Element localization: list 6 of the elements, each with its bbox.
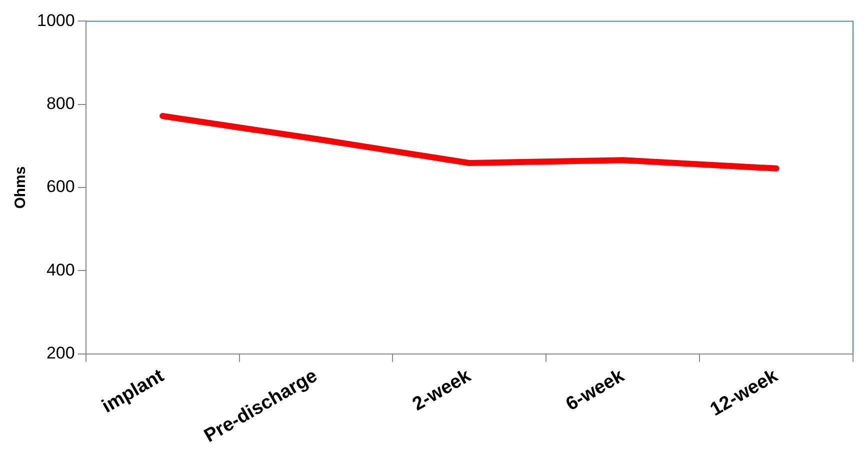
y-tick-label: 800: [46, 94, 75, 114]
y-tick-label: 200: [46, 344, 75, 363]
y-tick-label: 1000: [36, 10, 75, 30]
y-tick-label: 600: [46, 177, 75, 196]
y-axis-title: Ohms: [12, 166, 30, 209]
y-tick-label: 400: [46, 260, 75, 280]
